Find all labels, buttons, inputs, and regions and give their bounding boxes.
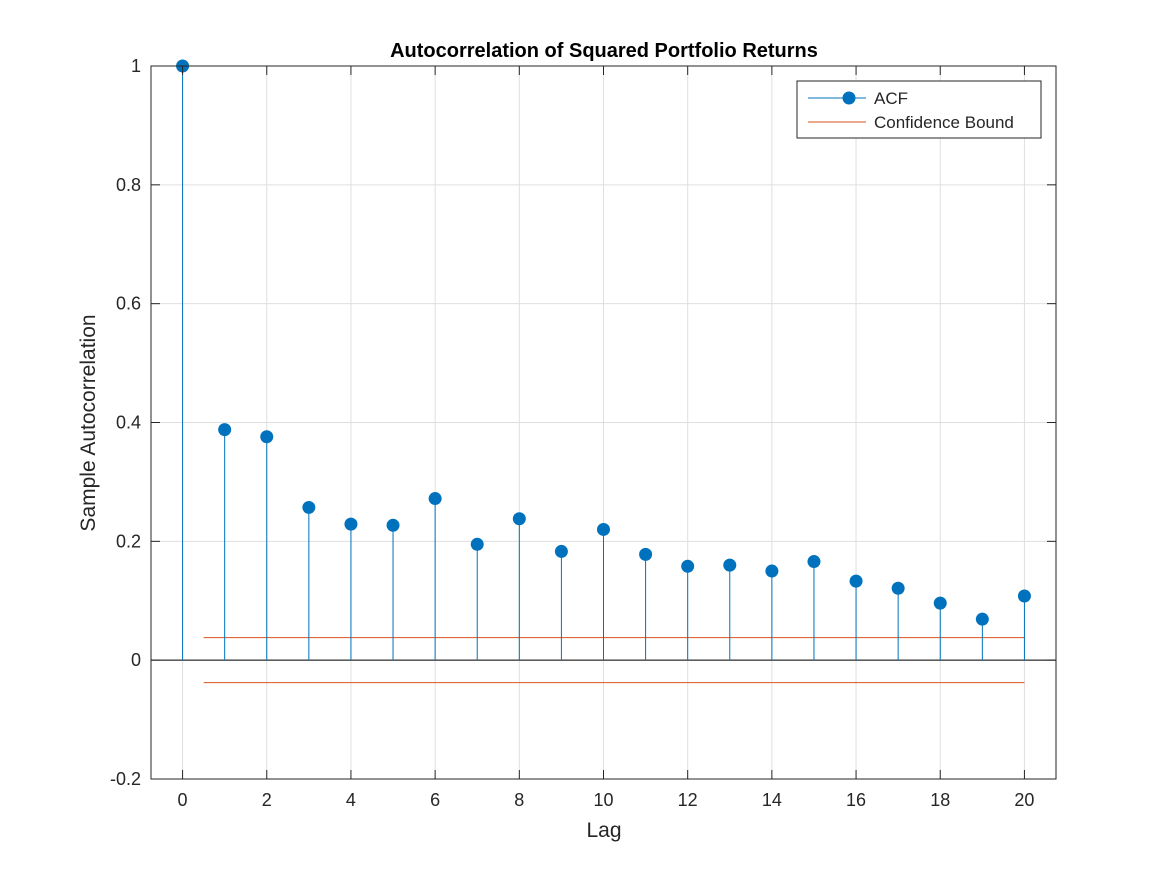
y-tick-label: 0.8 <box>116 175 141 195</box>
acf-marker <box>849 574 863 588</box>
acf-marker <box>428 492 442 506</box>
acf-marker <box>1017 589 1031 603</box>
x-tick-label: 18 <box>930 790 950 810</box>
y-tick-label: 0.4 <box>116 413 141 433</box>
acf-marker <box>470 537 484 551</box>
x-tick-label: 16 <box>846 790 866 810</box>
legend-bound-label: Confidence Bound <box>874 113 1014 132</box>
acf-marker <box>512 512 526 526</box>
acf-marker <box>933 596 947 610</box>
legend-acf-label: ACF <box>874 89 908 108</box>
chart-title: Autocorrelation of Squared Portfolio Ret… <box>390 40 818 62</box>
acf-marker <box>807 555 821 569</box>
acf-marker <box>302 500 316 514</box>
x-tick-label: 2 <box>262 790 272 810</box>
x-tick-label: 14 <box>762 790 782 810</box>
acf-marker <box>891 581 905 595</box>
y-tick-label: 0 <box>131 650 141 670</box>
x-tick-label: 8 <box>514 790 524 810</box>
acf-marker <box>344 517 358 531</box>
y-tick-label: 0.6 <box>116 294 141 314</box>
y-tick-label: 0.2 <box>116 531 141 551</box>
y-tick-label: 1 <box>131 56 141 76</box>
acf-marker <box>260 430 274 444</box>
x-tick-label: 0 <box>178 790 188 810</box>
acf-marker <box>765 564 779 578</box>
acf-marker <box>639 547 653 561</box>
legend-box <box>796 80 1042 139</box>
x-tick-label: 12 <box>678 790 698 810</box>
grid-lines <box>151 65 1056 780</box>
x-tick-label: 4 <box>346 790 356 810</box>
acf-marker <box>597 522 610 536</box>
acf-marker <box>681 559 695 573</box>
acf-marker <box>723 558 737 572</box>
x-tick-label: 10 <box>593 790 613 810</box>
confidence-bounds <box>203 637 1025 684</box>
y-axis-label: Sample Autocorrelation <box>77 314 100 531</box>
x-tick-label: 20 <box>1014 790 1034 810</box>
legend: ACF Confidence Bound <box>796 80 1042 139</box>
axis-ticks: 0 2 4 6 8 10 12 14 16 18 20 -0.2 0 0.2 0.4 0.6 0.8 1 <box>110 56 1056 810</box>
acf-stems <box>176 59 1031 661</box>
acf-marker <box>554 544 568 558</box>
legend-acf-marker <box>842 91 856 105</box>
x-tick-label: 6 <box>430 790 440 810</box>
x-axis-label: Lag <box>586 819 621 842</box>
y-tick-label: -0.2 <box>110 769 141 789</box>
acf-marker <box>386 518 400 532</box>
acf-marker <box>975 612 989 626</box>
acf-marker <box>218 423 232 437</box>
